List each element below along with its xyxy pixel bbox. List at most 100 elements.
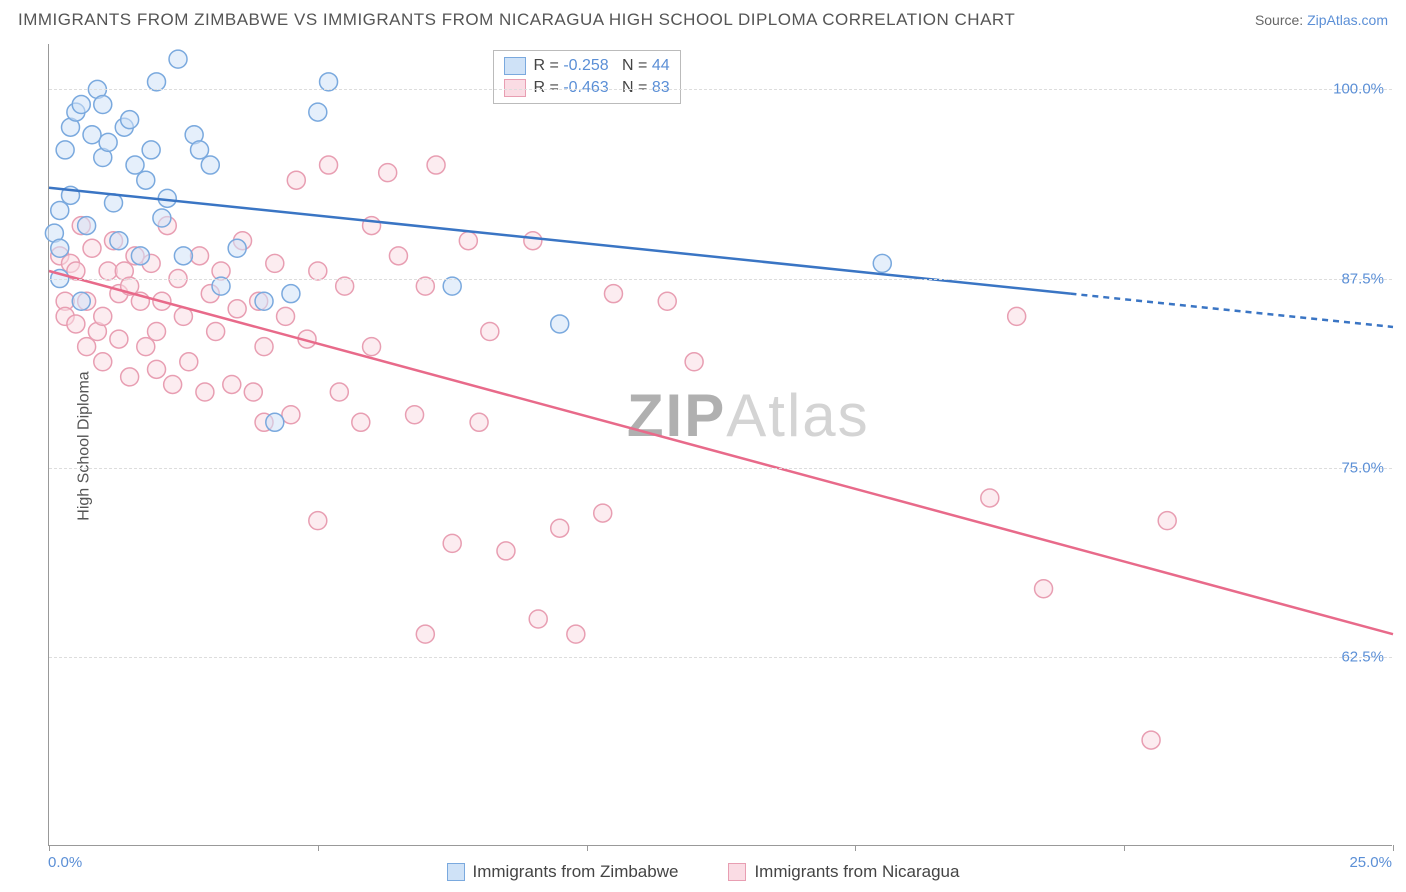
data-point	[529, 610, 547, 628]
data-point	[1142, 731, 1160, 749]
chart-title: IMMIGRANTS FROM ZIMBABWE VS IMMIGRANTS F…	[18, 10, 1015, 30]
data-point	[72, 96, 90, 114]
x-tick-mark	[318, 845, 319, 851]
data-point	[51, 239, 69, 257]
data-point	[379, 164, 397, 182]
legend-swatch	[504, 57, 526, 75]
data-point	[352, 413, 370, 431]
data-point	[524, 232, 542, 250]
gridline	[49, 89, 1392, 90]
data-point	[212, 277, 230, 295]
data-point	[443, 534, 461, 552]
data-point	[309, 512, 327, 530]
data-point	[180, 353, 198, 371]
data-point	[459, 232, 477, 250]
data-point	[330, 383, 348, 401]
data-point	[363, 217, 381, 235]
x-tick-mark	[49, 845, 50, 851]
data-point	[191, 247, 209, 265]
data-point	[94, 307, 112, 325]
data-point	[481, 323, 499, 341]
y-tick-label: 87.5%	[1341, 270, 1384, 287]
data-point	[196, 383, 214, 401]
data-point	[201, 156, 219, 174]
data-point	[1008, 307, 1026, 325]
correlation-legend: R = -0.258 N = 44R = -0.463 N = 83	[493, 50, 681, 104]
data-point	[320, 73, 338, 91]
data-point	[110, 232, 128, 250]
data-point	[148, 73, 166, 91]
data-point	[148, 323, 166, 341]
data-point	[282, 285, 300, 303]
data-point	[567, 625, 585, 643]
data-point	[126, 156, 144, 174]
data-point	[497, 542, 515, 560]
gridline	[49, 468, 1392, 469]
data-point	[443, 277, 461, 295]
data-point	[142, 141, 160, 159]
legend-swatch	[728, 863, 746, 881]
data-point	[594, 504, 612, 522]
data-point	[320, 156, 338, 174]
data-point	[416, 625, 434, 643]
data-point	[137, 338, 155, 356]
y-tick-label: 100.0%	[1333, 81, 1384, 98]
data-point	[309, 103, 327, 121]
data-point	[266, 413, 284, 431]
data-point	[56, 141, 74, 159]
data-point	[255, 338, 273, 356]
data-point	[99, 133, 117, 151]
legend-swatch	[447, 863, 465, 881]
data-point	[873, 254, 891, 272]
data-point	[244, 383, 262, 401]
data-point	[137, 171, 155, 189]
data-point	[51, 201, 69, 219]
data-point	[1035, 580, 1053, 598]
source-attribution: Source: ZipAtlas.com	[1255, 12, 1388, 28]
data-point	[121, 368, 139, 386]
data-point	[67, 315, 85, 333]
data-point	[153, 209, 171, 227]
data-point	[255, 292, 273, 310]
series-legend: Immigrants from ZimbabweImmigrants from …	[0, 862, 1406, 882]
x-tick-mark	[1124, 845, 1125, 851]
data-point	[169, 50, 187, 68]
data-point	[658, 292, 676, 310]
data-point	[685, 353, 703, 371]
data-point	[83, 126, 101, 144]
data-point	[336, 277, 354, 295]
data-point	[174, 247, 192, 265]
data-point	[148, 360, 166, 378]
gridline	[49, 279, 1392, 280]
data-point	[94, 96, 112, 114]
x-tick-mark	[855, 845, 856, 851]
data-point	[105, 194, 123, 212]
data-point	[277, 307, 295, 325]
data-point	[287, 171, 305, 189]
data-point	[416, 277, 434, 295]
gridline	[49, 657, 1392, 658]
data-point	[228, 300, 246, 318]
data-point	[223, 375, 241, 393]
data-point	[131, 247, 149, 265]
legend-item: Immigrants from Nicaragua	[728, 862, 959, 882]
x-tick-mark	[1393, 845, 1394, 851]
data-point	[363, 338, 381, 356]
chart-svg	[49, 44, 1393, 846]
y-tick-label: 75.0%	[1341, 459, 1384, 476]
source-link[interactable]: ZipAtlas.com	[1307, 12, 1388, 28]
data-point	[266, 254, 284, 272]
data-point	[551, 519, 569, 537]
x-tick-mark	[587, 845, 588, 851]
data-point	[981, 489, 999, 507]
legend-row: R = -0.463 N = 83	[504, 77, 670, 99]
data-point	[99, 262, 117, 280]
data-point	[427, 156, 445, 174]
data-point	[1158, 512, 1176, 530]
data-point	[228, 239, 246, 257]
data-point	[78, 338, 96, 356]
data-point	[207, 323, 225, 341]
data-point	[94, 353, 112, 371]
chart-plot-area: ZIPAtlas R = -0.258 N = 44R = -0.463 N =…	[48, 44, 1392, 846]
data-point	[121, 111, 139, 129]
